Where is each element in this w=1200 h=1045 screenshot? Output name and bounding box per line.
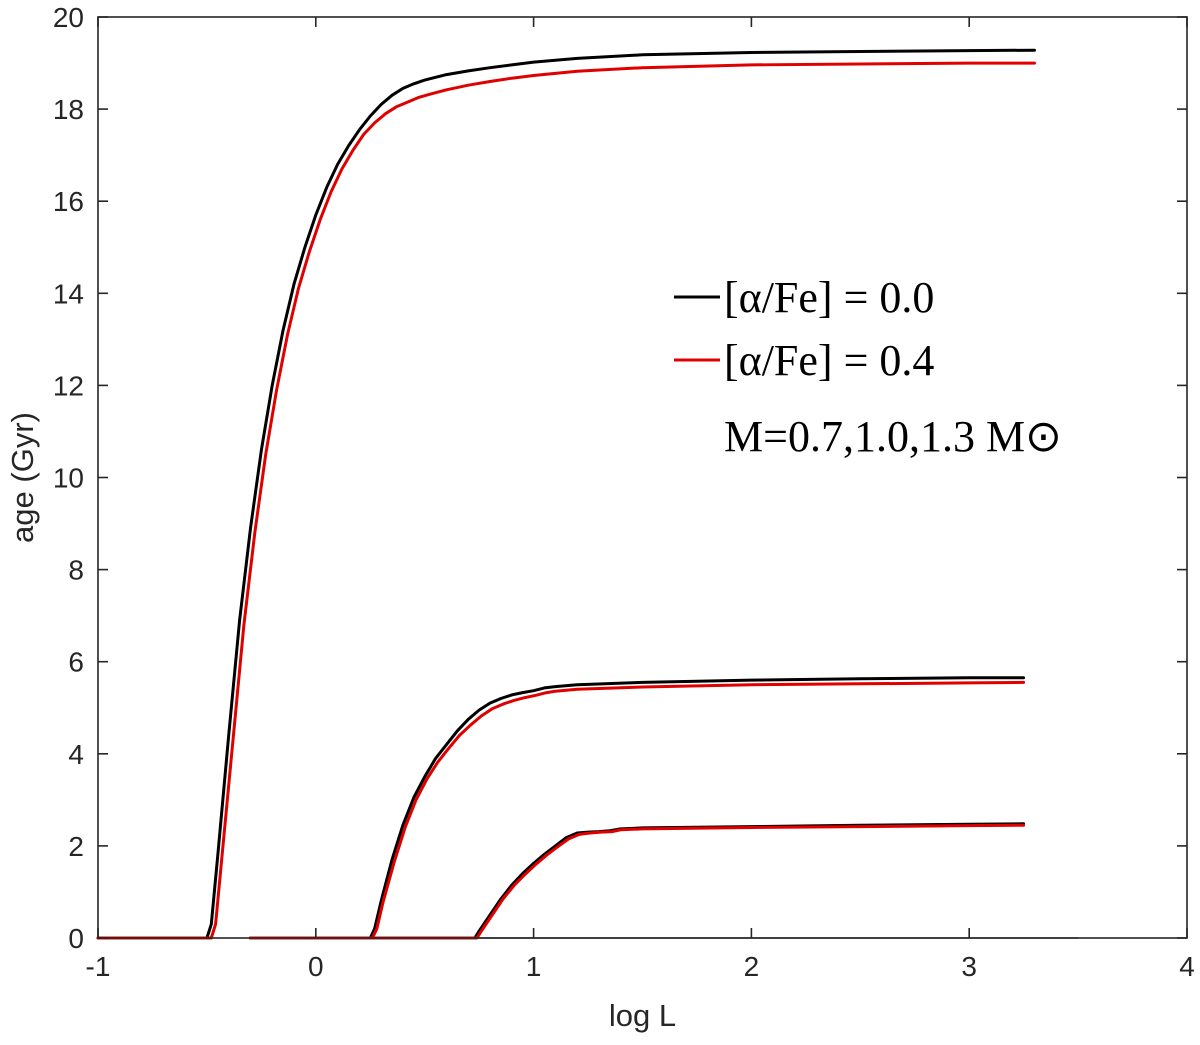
x-tick-label: 1	[526, 951, 542, 982]
series-line-afe-04-m13	[249, 823, 1026, 940]
x-tick-label: -1	[86, 951, 111, 982]
y-tick-label: 14	[53, 278, 84, 309]
series-line-afe-00-m13	[249, 822, 1026, 940]
series-line-afe-04-m07	[96, 61, 1036, 940]
x-tick-label: 3	[961, 951, 977, 982]
y-tick-label: 16	[53, 186, 84, 217]
y-tick-label: 4	[68, 739, 84, 770]
legend-label-0: [α/Fe] = 0.0	[724, 273, 934, 322]
y-tick-label: 12	[53, 370, 84, 401]
x-tick-label: 0	[308, 951, 324, 982]
x-tick-label: 4	[1179, 951, 1195, 982]
y-tick-label: 10	[53, 463, 84, 494]
y-tick-label: 8	[68, 555, 84, 586]
series-line-afe-04-m10	[249, 680, 1026, 940]
y-tick-label: 0	[68, 923, 84, 954]
series-line-afe-00-m07	[96, 48, 1036, 940]
y-tick-label: 6	[68, 647, 84, 678]
legend-mass-note: M=0.7,1.0,1.3 M⊙	[724, 412, 1062, 461]
series-layer	[96, 48, 1079, 940]
y-tick-label: 2	[68, 831, 84, 862]
legend: [α/Fe] = 0.0 [α/Fe] = 0.4 M=0.7,1.0,1.3 M⊙	[674, 273, 1062, 461]
y-tick-label: 20	[53, 2, 84, 33]
y-tick-label: 18	[53, 94, 84, 125]
y-axis-title: age (Gyr)	[5, 412, 40, 543]
legend-label-1: [α/Fe] = 0.4	[724, 336, 934, 385]
x-tick-label: 2	[744, 951, 760, 982]
series-line-afe-00-m10	[249, 676, 1026, 940]
x-axis-title: log L	[609, 998, 676, 1033]
